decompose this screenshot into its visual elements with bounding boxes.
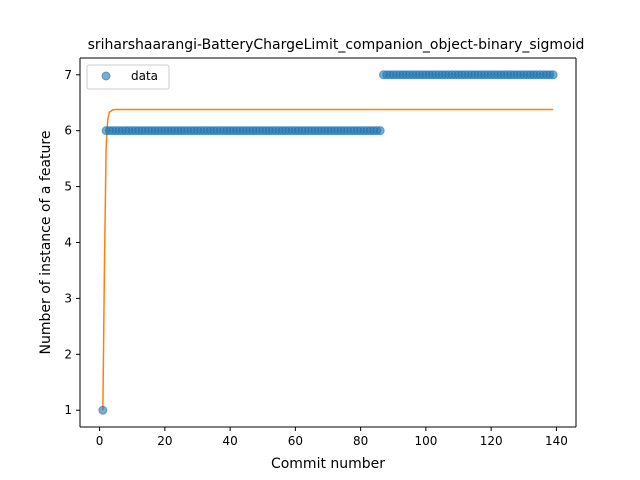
x-tick-label: 40 [222,434,237,448]
fit-line [102,108,554,411]
y-tick-label: 3 [64,291,72,305]
legend-box [86,64,170,90]
legend-marker-data [101,71,111,81]
chart-title: sriharshaarangi-BatteryChargeLimit_compa… [88,37,585,53]
y-tick-label: 7 [64,68,72,82]
data-point [98,405,108,415]
x-axis-label: Commit number [271,456,385,472]
x-tick-label: 80 [353,434,368,448]
x-tick-label: 120 [480,434,503,448]
y-axis-label: Number of instance of a feature [38,131,54,355]
data-point [548,70,558,80]
y-tick-label: 2 [64,347,72,361]
x-tick-label: 60 [288,434,303,448]
x-tick-label: 0 [96,434,104,448]
plot-area [80,58,576,427]
fit-layer [102,108,554,411]
y-tick-label: 4 [64,236,72,250]
x-tick-label: 100 [414,434,437,448]
x-axis-ticks: 0 20 40 60 80 100 120 140 [96,427,568,448]
points-layer [98,70,558,415]
x-tick-label: 140 [545,434,568,448]
y-tick-label: 5 [64,180,72,194]
legend-label-data: data [131,69,158,83]
data-point [375,126,385,136]
y-tick-label: 6 [64,124,72,138]
legend: data [86,64,170,90]
x-tick-label: 20 [157,434,172,448]
y-axis-ticks: 1 2 3 4 5 6 7 [64,68,80,417]
y-tick-label: 1 [64,403,72,417]
